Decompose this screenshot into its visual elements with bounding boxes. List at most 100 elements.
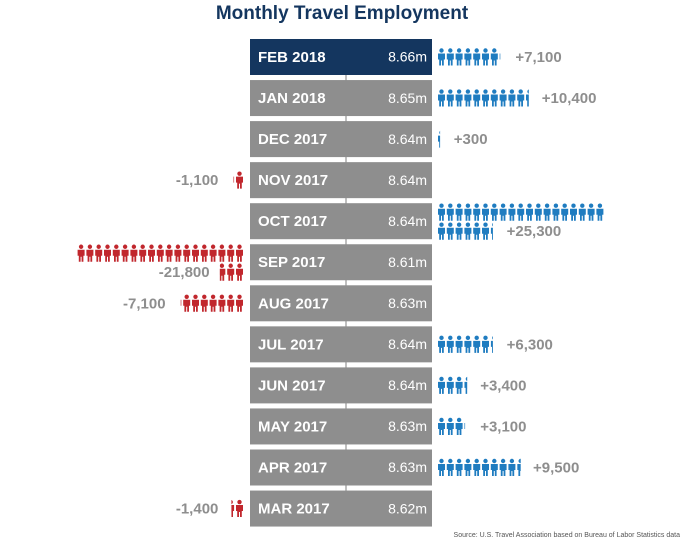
month-label: DEC 2017 [258,131,327,148]
level-bar [250,80,432,117]
person-icon [499,89,507,107]
person-icon [490,458,498,476]
person-icon [438,417,445,435]
person-icon [438,203,445,221]
change-icons [438,335,493,353]
level-label: 8.66m [388,49,427,65]
change-icons [231,499,243,518]
person-icon [209,294,217,312]
person-icon [455,376,463,394]
person-icon [236,294,243,312]
person-icon [95,244,103,262]
month-label: JUN 2017 [258,377,326,394]
level-bar [250,490,432,527]
person-icon [446,48,454,66]
person-icon [446,376,454,394]
person-icon [121,244,129,262]
person-icon [231,499,235,518]
level-label: 8.63m [388,459,427,475]
person-icon [236,499,243,518]
person-icon [473,335,481,353]
person-icon [464,458,472,476]
person-icon [587,203,595,221]
change-label: -1,100 [176,172,219,189]
person-icon [473,48,481,66]
person-icon [473,222,481,240]
change-label: -7,100 [123,295,166,312]
person-icon [455,458,463,476]
change-label: +3,100 [480,418,526,435]
person-icon [438,48,445,66]
person-icon [438,130,441,148]
person-icon [227,294,235,312]
person-icon [156,244,164,262]
person-icon [455,222,463,240]
person-icon [446,417,454,435]
person-icon [446,458,454,476]
person-icon [517,89,525,107]
level-bar [250,367,432,404]
person-icon [464,422,466,429]
person-icon [218,244,226,262]
change-icons [438,48,501,66]
person-icon [499,203,507,221]
level-bar [250,39,432,75]
level-bar [250,408,432,445]
person-icon [482,203,489,221]
change-icons [438,417,466,435]
month-label: AUG 2017 [258,295,329,312]
person-icon [236,263,243,281]
change-icons [438,458,521,476]
person-icon [473,203,481,221]
person-icon [219,263,226,281]
person-icon [165,244,173,262]
person-icon [490,89,498,107]
person-icon [209,244,217,262]
person-icon [233,176,235,183]
month-label: NOV 2017 [258,172,328,189]
person-icon [438,376,445,394]
person-icon [112,244,120,262]
month-label: APR 2017 [258,459,327,476]
level-bar [250,121,432,158]
person-icon [455,203,463,221]
change-label: +7,100 [515,49,561,66]
person-icon [464,48,472,66]
person-icon [174,244,182,262]
change-icons [438,376,468,394]
change-icons [438,130,441,148]
level-label: 8.64m [388,172,427,188]
person-icon [482,458,489,476]
level-bar [250,244,432,281]
person-icon [455,48,463,66]
change-icons [233,171,243,189]
person-icon [508,458,516,476]
person-icon [543,203,551,221]
person-icon [236,244,243,262]
level-bar [250,285,432,322]
person-icon [561,203,569,221]
person-icon [482,335,489,353]
person-icon [438,89,445,107]
person-icon [570,203,577,221]
person-icon [148,244,155,262]
level-bar [250,162,432,199]
person-icon [482,222,489,240]
person-icon [192,294,199,312]
person-icon [180,299,182,306]
person-icon [236,171,243,189]
person-icon [438,458,445,476]
month-label: FEB 2018 [258,49,326,66]
person-icon [77,244,85,262]
month-label: JAN 2018 [258,90,326,107]
person-icon [526,203,533,221]
change-label: -21,800 [159,264,210,281]
person-icon [534,203,542,221]
month-label: OCT 2017 [258,213,327,230]
level-label: 8.64m [388,213,427,229]
person-icon [86,244,94,262]
person-icon [473,458,481,476]
chart-title: Monthly Travel Employment [216,3,469,24]
person-icon [473,89,481,107]
